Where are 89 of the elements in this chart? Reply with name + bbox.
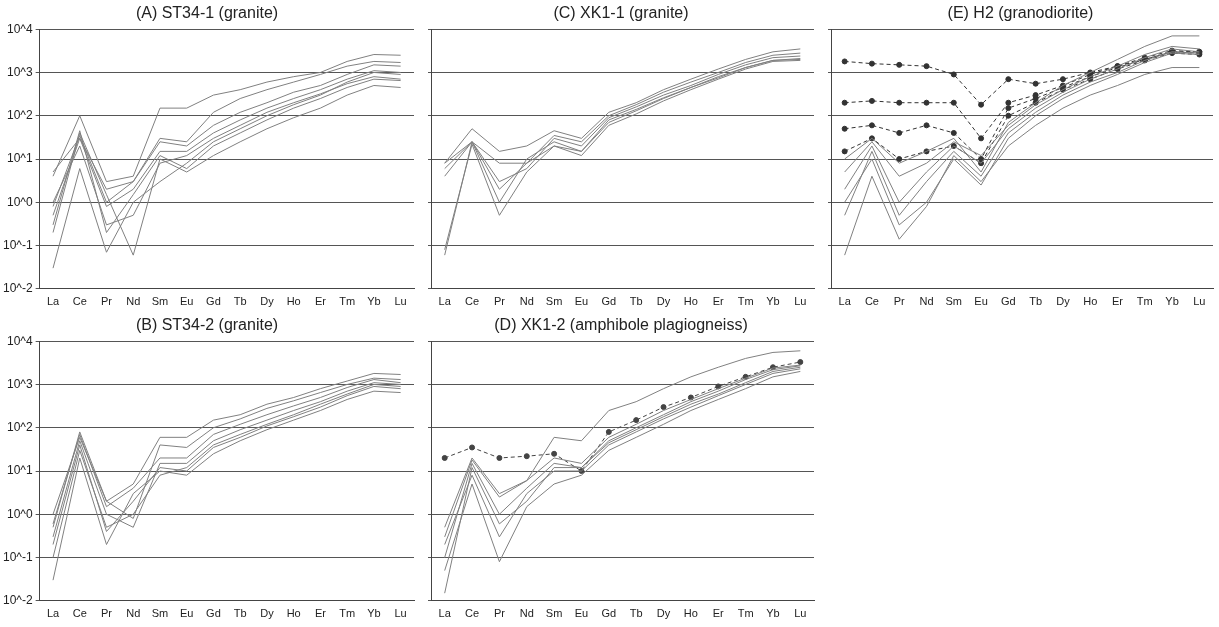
x-tick-label: Yb	[367, 295, 381, 308]
x-tick-label: Ho	[683, 607, 698, 620]
x-tick-label: Er	[314, 607, 327, 620]
x-tick-label: Pr	[101, 295, 113, 308]
x-tick-label: Er	[712, 295, 725, 308]
x-tick-label: Dy	[260, 295, 275, 308]
x-tick-label: Pr	[493, 295, 506, 308]
x-tick-label: Tm	[339, 607, 356, 620]
x-tick-label: Ho	[286, 295, 301, 308]
x-tick-label: Er	[1112, 295, 1124, 308]
y-tick-label: 10^4	[6, 21, 33, 36]
x-tick-label: Sm	[151, 295, 169, 308]
x-tick-label: Dy	[1056, 295, 1071, 308]
x-tick-label: La	[438, 295, 452, 308]
x-tick-label: Nd	[126, 607, 141, 620]
x-tick-label: Gd	[206, 607, 221, 620]
x-tick-label: La	[46, 607, 61, 620]
x-tick-label: Nd	[519, 295, 534, 308]
x-tick-label: Ho	[683, 295, 698, 308]
x-tick-label: Nd	[919, 295, 934, 308]
x-tick-label: Pr	[893, 295, 906, 308]
x-tick-label: Dy	[260, 607, 275, 620]
chart-title: (B) ST34-2 (granite)	[135, 316, 279, 334]
y-tick-label: 10^-1	[2, 237, 33, 252]
x-tick-label: Nd	[519, 607, 534, 620]
x-tick-label: Dy	[656, 607, 671, 620]
x-tick-label: Eu	[574, 295, 589, 308]
y-tick-label: 10^3	[6, 64, 33, 79]
x-tick-label: Tb	[233, 607, 247, 620]
x-tick-label: Tm	[737, 607, 754, 620]
x-tick-label: Sm	[945, 295, 963, 308]
x-tick-label: La	[46, 295, 61, 308]
x-tick-label: Eu	[574, 607, 589, 620]
x-tick-label: Pr	[493, 607, 506, 620]
x-tick-label: Ho	[1083, 295, 1098, 308]
x-tick-label: Yb	[766, 607, 780, 620]
x-tick-label: Tm	[1136, 295, 1153, 308]
x-tick-label: Nd	[126, 295, 141, 308]
x-tick-label: Lu	[794, 295, 807, 308]
y-tick-label: 10^1	[6, 151, 33, 166]
x-tick-label: Lu	[394, 607, 407, 620]
x-tick-label: Eu	[974, 295, 988, 308]
x-tick-label: Lu	[794, 607, 807, 620]
x-tick-label: Lu	[394, 295, 407, 308]
x-tick-label: Tm	[339, 295, 356, 308]
x-tick-label: Sm	[151, 607, 169, 620]
y-tick-label: 10^2	[6, 420, 33, 435]
x-tick-label: Gd	[1001, 295, 1016, 308]
x-tick-label: Gd	[206, 295, 221, 308]
y-tick-label: 10^4	[6, 333, 33, 348]
x-tick-label: Tb	[629, 295, 643, 308]
x-tick-label: Eu	[179, 295, 194, 308]
x-tick-label: Ce	[465, 295, 480, 308]
y-tick-label: 10^3	[6, 376, 33, 391]
x-tick-label: Dy	[656, 295, 671, 308]
y-tick-label: 10^-1	[2, 549, 33, 564]
x-tick-label: Eu	[179, 607, 194, 620]
x-tick-label: La	[838, 295, 852, 308]
y-tick-label: 10^-2	[2, 593, 33, 608]
chart-title: (D) XK1-2 (amphibole plagiogneiss)	[494, 316, 748, 334]
x-tick-label: La	[438, 607, 452, 620]
x-tick-label: Tb	[629, 607, 643, 620]
x-tick-label: Sm	[545, 607, 563, 620]
x-tick-label: Tb	[1029, 295, 1043, 308]
y-tick-label: 10^-2	[2, 281, 33, 296]
x-tick-label: Lu	[1193, 295, 1206, 308]
chart-title: (A) ST34-1 (granite)	[135, 4, 279, 22]
x-tick-label: Yb	[1165, 295, 1179, 308]
x-tick-label: Ce	[864, 295, 879, 308]
x-tick-label: Ce	[72, 607, 87, 620]
x-tick-label: Ce	[72, 295, 87, 308]
x-tick-label: Tm	[737, 295, 754, 308]
chart-title: (C) XK1-1 (granite)	[553, 4, 689, 22]
x-tick-label: Tb	[233, 295, 247, 308]
x-tick-label: Er	[314, 295, 327, 308]
y-tick-label: 10^1	[6, 463, 33, 478]
y-tick-label: 10^2	[6, 108, 33, 123]
x-tick-label: Pr	[101, 607, 113, 620]
x-tick-label: Sm	[545, 295, 563, 308]
chart-title: (E) H2 (granodiorite)	[947, 4, 1094, 22]
y-tick-label: 10^0	[6, 194, 33, 209]
x-tick-label: Gd	[601, 607, 617, 620]
y-tick-label: 10^0	[6, 506, 33, 521]
x-tick-label: Gd	[601, 295, 617, 308]
x-tick-label: Yb	[367, 607, 381, 620]
x-tick-label: Ho	[286, 607, 301, 620]
x-tick-label: Er	[712, 607, 725, 620]
x-tick-label: Yb	[766, 295, 780, 308]
x-tick-label: Ce	[465, 607, 480, 620]
